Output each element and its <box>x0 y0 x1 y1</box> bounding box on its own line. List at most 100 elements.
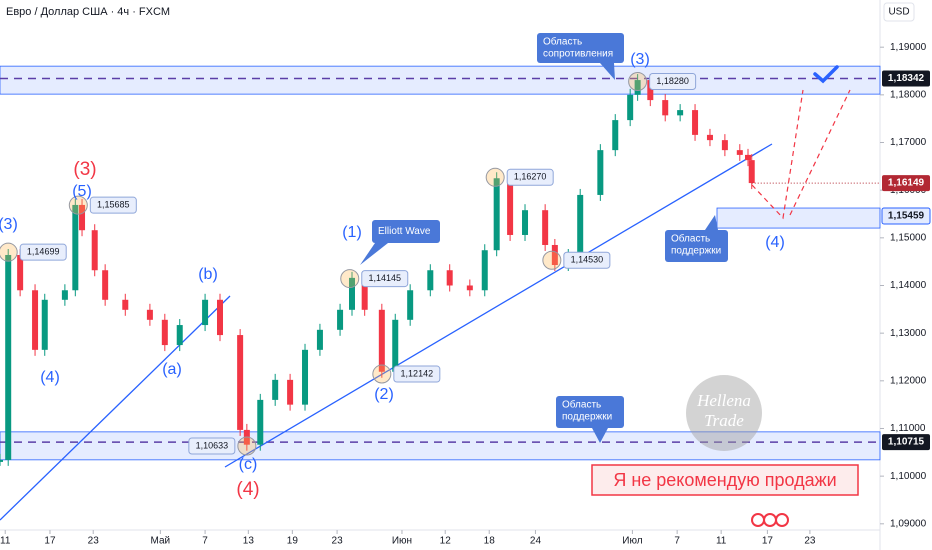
candle <box>337 309 344 330</box>
wave-label: (3) <box>0 216 18 233</box>
x-tick-label: Июл <box>622 536 642 547</box>
candle <box>32 290 39 350</box>
candle <box>161 319 168 346</box>
price-mark-label: 1,15685 <box>97 200 130 210</box>
x-tick-label: 7 <box>674 536 680 547</box>
candle <box>146 309 153 320</box>
callout-pointer <box>592 428 608 443</box>
price-mark-box <box>89 196 137 214</box>
candle <box>507 178 514 235</box>
wave-label: (c) <box>239 456 258 473</box>
wave-label: (3) <box>630 51 650 68</box>
candle <box>481 250 488 291</box>
y-tick-label: 1,18000 <box>890 89 927 100</box>
trend-line <box>224 143 773 468</box>
price-tag-label: 1,18342 <box>888 73 925 84</box>
callout-text: Elliott Wave <box>378 226 431 237</box>
callout-text: Область <box>562 399 601 411</box>
candle <box>407 290 414 320</box>
y-tick-label: 1,13000 <box>890 328 927 339</box>
candle <box>662 100 669 116</box>
price-mark <box>372 364 392 384</box>
price-mark-label: 1,18280 <box>656 76 689 86</box>
price-tag-label: 1,16149 <box>888 178 925 189</box>
wave-label: (5) <box>72 183 92 200</box>
watermark-text: Hellena <box>696 391 751 410</box>
price-mark-box <box>188 437 236 455</box>
price-mark-label: 1,14699 <box>27 247 60 257</box>
y-tick-label: 1,10000 <box>890 471 927 482</box>
candle <box>551 244 558 265</box>
candle <box>466 285 473 291</box>
callout-text: Область <box>543 36 582 48</box>
candle <box>5 254 12 460</box>
price-mark-label: 1,10633 <box>196 440 229 450</box>
trend-line <box>0 295 231 521</box>
wave-label: (4) <box>765 234 785 251</box>
price-mark <box>0 242 18 262</box>
price-mark-box <box>649 73 697 91</box>
currency[interactable]: USD <box>888 7 909 18</box>
x-tick-label: 23 <box>88 536 100 547</box>
chart-title: Евро / Доллар США · 4ч · FXCM <box>6 6 170 18</box>
zone <box>0 65 881 95</box>
candle <box>287 379 294 405</box>
candle <box>597 150 604 195</box>
zone <box>716 207 881 229</box>
candle <box>17 254 24 291</box>
wave-label: (1) <box>342 224 362 241</box>
candle <box>257 399 264 445</box>
candle <box>217 299 223 336</box>
candle <box>427 270 434 291</box>
x-tick-label: 12 <box>440 536 452 547</box>
y-tick-label: 1,19000 <box>890 42 927 53</box>
candle <box>72 204 79 291</box>
callout-box <box>537 33 624 63</box>
flag-icon <box>751 513 765 527</box>
callout-pointer <box>705 215 718 230</box>
price-mark <box>628 72 648 92</box>
x-tick-label: 13 <box>243 536 255 547</box>
candle <box>677 110 684 116</box>
x-tick-label: 11 <box>0 536 11 547</box>
currency-box[interactable] <box>883 2 915 22</box>
y-tick-label: 1,09000 <box>890 518 927 529</box>
price-mark <box>68 195 88 215</box>
y-tick-label: 1,11000 <box>890 423 926 434</box>
candle <box>577 194 584 255</box>
price-mark-label: 1,14530 <box>571 255 604 265</box>
wave-label: (b) <box>198 266 218 283</box>
candle <box>176 325 183 346</box>
candle <box>0 459 3 462</box>
callout-text: сопротивления <box>543 49 613 60</box>
price-tag-label: 1,15459 <box>888 211 925 222</box>
price-mark-label: 1,14145 <box>368 273 401 283</box>
forecast-line <box>751 89 804 220</box>
note-text: Я не рекомендую продажи <box>613 470 836 490</box>
zone <box>0 431 881 461</box>
x-tick-label: 23 <box>332 536 344 547</box>
candle <box>748 160 755 184</box>
callout-text: Область <box>671 233 710 245</box>
candle <box>493 178 500 251</box>
price-tag <box>882 70 930 87</box>
candle <box>102 270 109 300</box>
price-mark-box <box>393 365 441 383</box>
price-mark-box <box>563 251 611 269</box>
candle <box>316 329 323 350</box>
candle <box>612 120 619 151</box>
candle <box>272 379 279 400</box>
candle <box>378 309 385 372</box>
price-tag-label: 1,10715 <box>888 437 925 448</box>
callout-text: поддержки <box>562 412 612 423</box>
price-mark-label: 1,16270 <box>514 172 547 182</box>
x-tick-label: 18 <box>484 536 496 547</box>
y-tick-label: 1,17000 <box>890 137 927 148</box>
price-mark <box>485 167 505 187</box>
candle <box>647 80 654 101</box>
candle <box>361 277 368 310</box>
candle <box>745 154 751 161</box>
price-mark <box>237 436 257 456</box>
callout-pointer <box>600 63 615 80</box>
